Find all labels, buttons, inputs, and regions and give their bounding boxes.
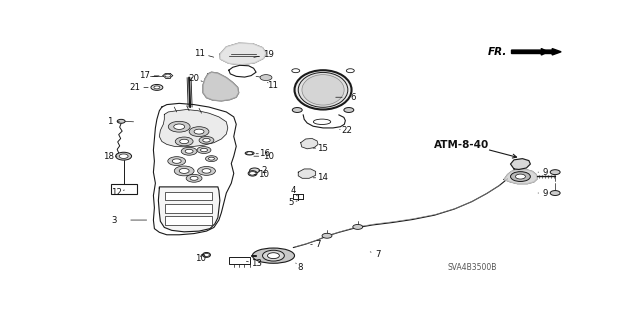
Circle shape (173, 124, 185, 130)
Circle shape (550, 170, 560, 174)
Circle shape (172, 159, 181, 163)
Ellipse shape (202, 252, 211, 257)
Circle shape (117, 119, 125, 123)
FancyBboxPatch shape (229, 257, 250, 264)
Text: 6: 6 (350, 93, 356, 102)
Circle shape (190, 176, 198, 180)
Text: 10: 10 (258, 170, 269, 179)
Polygon shape (504, 170, 538, 184)
Circle shape (180, 139, 189, 144)
Circle shape (353, 225, 363, 229)
Polygon shape (158, 187, 220, 232)
Text: 9: 9 (543, 189, 548, 197)
Text: FR.: FR. (488, 47, 508, 57)
Polygon shape (301, 138, 318, 149)
Text: 4: 4 (291, 186, 296, 195)
Polygon shape (511, 159, 531, 169)
Circle shape (168, 121, 190, 132)
Text: 10: 10 (263, 152, 274, 161)
Circle shape (322, 233, 332, 238)
Circle shape (175, 137, 193, 146)
Circle shape (197, 147, 211, 153)
Text: 10: 10 (195, 254, 205, 263)
Text: 18: 18 (103, 152, 114, 161)
Circle shape (194, 129, 204, 134)
FancyBboxPatch shape (165, 192, 212, 200)
Text: SVA4B3500B: SVA4B3500B (447, 263, 497, 272)
Text: 9: 9 (543, 168, 548, 177)
Circle shape (185, 149, 193, 153)
Circle shape (189, 127, 209, 137)
Circle shape (204, 254, 209, 256)
Circle shape (260, 75, 272, 80)
Ellipse shape (248, 171, 257, 176)
Text: 2: 2 (262, 167, 268, 175)
Circle shape (268, 253, 280, 259)
FancyBboxPatch shape (111, 184, 136, 194)
Text: 7: 7 (375, 250, 380, 259)
Polygon shape (511, 48, 561, 55)
Circle shape (181, 147, 197, 155)
Circle shape (262, 250, 284, 261)
Circle shape (205, 156, 218, 162)
Ellipse shape (116, 153, 125, 156)
Text: 5: 5 (288, 198, 294, 207)
Circle shape (151, 85, 163, 90)
Circle shape (165, 74, 171, 77)
Circle shape (550, 190, 560, 196)
Ellipse shape (298, 72, 348, 107)
Circle shape (346, 69, 355, 73)
FancyBboxPatch shape (165, 204, 212, 213)
Ellipse shape (314, 119, 331, 124)
FancyBboxPatch shape (165, 216, 212, 225)
Circle shape (515, 174, 525, 179)
Circle shape (174, 166, 194, 176)
Text: 8: 8 (297, 263, 303, 272)
Text: 1: 1 (107, 117, 113, 126)
Circle shape (200, 148, 207, 152)
FancyArrowPatch shape (515, 49, 547, 55)
Polygon shape (203, 72, 239, 101)
Ellipse shape (252, 248, 294, 263)
Circle shape (168, 157, 186, 166)
Circle shape (116, 152, 132, 160)
Circle shape (203, 138, 210, 142)
Circle shape (179, 168, 189, 174)
Text: 21: 21 (129, 83, 140, 92)
Circle shape (246, 152, 253, 155)
Text: 20: 20 (189, 74, 200, 83)
Circle shape (511, 172, 531, 182)
Circle shape (199, 137, 214, 144)
Text: 7: 7 (316, 240, 321, 249)
Text: ATM-8-40: ATM-8-40 (435, 140, 490, 150)
Text: 16: 16 (259, 149, 270, 158)
Polygon shape (220, 43, 266, 65)
Polygon shape (159, 109, 228, 147)
Text: 11: 11 (267, 81, 278, 90)
Circle shape (198, 167, 216, 175)
Text: 13: 13 (251, 259, 262, 268)
Circle shape (186, 174, 202, 182)
Polygon shape (298, 169, 316, 178)
Text: 19: 19 (263, 50, 274, 59)
Circle shape (202, 169, 211, 173)
Circle shape (292, 108, 302, 113)
Ellipse shape (294, 70, 351, 109)
Circle shape (292, 69, 300, 73)
Circle shape (154, 86, 160, 89)
Circle shape (119, 154, 128, 159)
Text: 15: 15 (317, 144, 328, 152)
Ellipse shape (302, 75, 344, 105)
Circle shape (209, 157, 214, 160)
Text: 12: 12 (111, 188, 122, 197)
Circle shape (344, 108, 354, 113)
Ellipse shape (245, 152, 254, 155)
Text: 3: 3 (111, 216, 116, 225)
Text: 11: 11 (193, 48, 205, 57)
Circle shape (250, 168, 260, 173)
Text: 22: 22 (341, 126, 353, 135)
Text: 17: 17 (139, 71, 150, 80)
Circle shape (249, 172, 256, 175)
Text: 14: 14 (317, 173, 328, 182)
